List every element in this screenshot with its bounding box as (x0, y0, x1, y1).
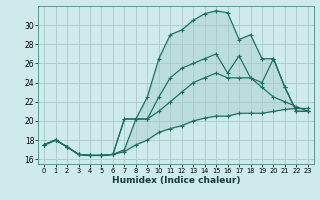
X-axis label: Humidex (Indice chaleur): Humidex (Indice chaleur) (112, 176, 240, 185)
